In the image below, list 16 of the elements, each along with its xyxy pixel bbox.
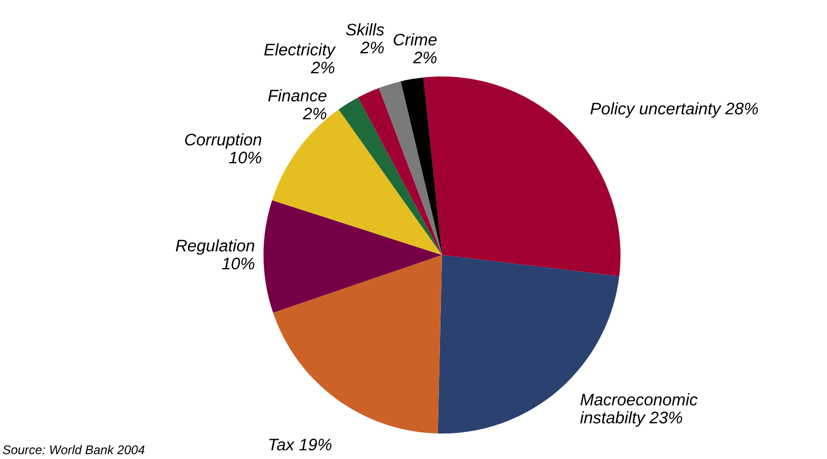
slice-label: Macroeconomic instabilty 23% bbox=[580, 393, 698, 427]
slice-label: Electricity bbox=[264, 43, 336, 59]
data-label: 2% bbox=[302, 108, 326, 120]
slice-label: Tax 19% bbox=[269, 438, 332, 450]
data-label: 2% bbox=[310, 62, 334, 74]
slice-label: Finance bbox=[268, 89, 326, 102]
slice-label: Regulation bbox=[176, 239, 254, 255]
data-label: 2% bbox=[360, 42, 384, 54]
slice-label: Skills bbox=[346, 23, 384, 36]
data-label: 2% bbox=[413, 52, 437, 64]
slice-label: Crime bbox=[394, 33, 437, 46]
data-label: 10% bbox=[222, 258, 254, 270]
source-note: Source: World Bank 2004 bbox=[2, 445, 144, 454]
slice-label: Policy uncertainty 28% bbox=[590, 102, 758, 118]
data-label: 10% bbox=[229, 152, 262, 164]
slice-label: Corruption bbox=[185, 133, 262, 149]
